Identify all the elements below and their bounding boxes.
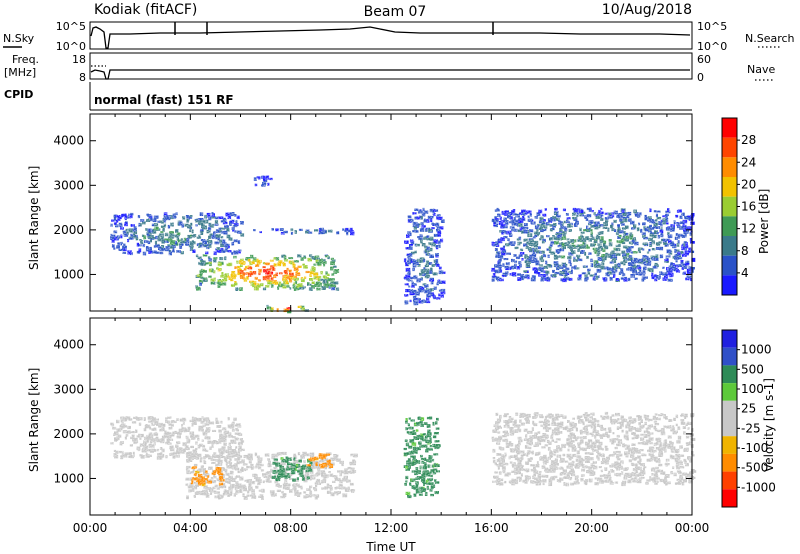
colorbar-segment	[722, 330, 737, 348]
velocity-cell	[691, 433, 694, 437]
power-panel: 1000 2000 3000 4000 Slant Range [km] 28 24 20…	[27, 113, 771, 314]
colorbar-segment	[722, 471, 737, 490]
nsearch-label: N.Search	[745, 32, 795, 45]
colorbar-tick-label: 100	[741, 382, 764, 396]
colorbar-tick-label: -1000	[741, 480, 776, 494]
freq-unit-label: [MHz]	[4, 66, 36, 79]
power-texture	[90, 114, 692, 311]
colorbar-segment	[722, 196, 737, 217]
colorbar-segment	[722, 489, 737, 507]
power-y-axis: 1000 2000 3000 4000	[53, 134, 692, 281]
velocity-ylabel: Slant Range [km]	[27, 368, 41, 472]
colorbar-tick-label: 20	[741, 177, 756, 191]
nsearch-tick-bottom: 10^0	[697, 40, 727, 53]
freq-label: Freq.	[12, 53, 39, 66]
colorbar-tick-label: 8	[741, 244, 749, 258]
colorbar-segment	[722, 453, 737, 472]
velocity-texture	[90, 318, 692, 515]
x-tick-label: 00:00	[73, 521, 108, 535]
nsky-tick-top: 10^5	[56, 20, 86, 33]
colorbar-segment	[722, 118, 737, 138]
cpid-panel: CPID normal (fast) 151 RF	[4, 82, 692, 111]
velocity-cell	[690, 469, 695, 472]
colorbar-frame	[721, 329, 738, 508]
power-cell	[691, 267, 695, 270]
colorbar-segment	[722, 365, 737, 384]
y-tick-label: 2000	[53, 223, 84, 237]
colorbar-segment	[722, 383, 737, 401]
power-x-ticks	[89, 114, 693, 311]
power-colorbar: 28 24 20 16 12 8 4	[721, 117, 756, 296]
x-tick-label: 00:00	[675, 521, 710, 535]
colorbar-tick-label: 28	[741, 133, 756, 147]
colorbar-tick-label: 4	[741, 266, 749, 280]
colorbar-segment	[722, 418, 737, 437]
x-tick-label: 16:00	[474, 521, 509, 535]
colorbar-segment	[722, 275, 737, 295]
velocity-x-axis: 00:00 04:00 08:00 12:00 16:00 20:00 00:00	[73, 318, 710, 535]
freq-trace	[90, 69, 690, 80]
nave-label: Nave	[747, 63, 775, 76]
colorbar-tick-label: -25	[741, 421, 761, 435]
colorbar-segment	[722, 436, 737, 454]
velocity-cell	[691, 454, 695, 457]
y-tick-label: 4000	[53, 134, 84, 148]
velocity-y-axis: 1000 2000 3000 4000	[53, 338, 692, 485]
colorbar-segment	[722, 157, 737, 177]
colorbar-tick-label: 12	[741, 222, 756, 236]
time-axis-label: Time UT	[365, 540, 416, 554]
colorbar-tick-label: 25	[741, 402, 756, 416]
x-tick-label: 08:00	[273, 521, 308, 535]
colorbar-tick-label: 500	[741, 362, 764, 376]
colorbar-tick-label: 16	[741, 200, 756, 214]
colorbar-segment	[722, 216, 737, 236]
velocity-colorbar: 1000 500 100 25 -25 -100 -500 -1000	[721, 329, 776, 508]
colorbar-tick-label: 1000	[741, 343, 772, 357]
cpid-label: CPID	[4, 88, 33, 101]
freq-tick-bottom: 8	[79, 71, 86, 84]
nave-tick-top: 60	[697, 53, 711, 66]
beam-title: Beam 07	[364, 4, 427, 20]
colorbar-tick-label: 24	[741, 155, 756, 169]
y-tick-label: 2000	[53, 427, 84, 441]
freq-panel: Freq. [MHz] 18 8 60 0 Nave	[4, 52, 775, 84]
y-tick-label: 3000	[53, 178, 84, 192]
power-cell	[691, 213, 695, 217]
y-tick-label: 3000	[53, 382, 84, 396]
y-tick-label: 1000	[53, 267, 84, 281]
y-tick-label: 1000	[53, 471, 84, 485]
power-colorbar-label: Power [dB]	[757, 189, 771, 254]
colorbar-segment	[722, 177, 737, 197]
x-tick-label: 04:00	[173, 521, 208, 535]
x-tick-label: 20:00	[574, 521, 609, 535]
nsky-trace	[90, 26, 691, 49]
nsky-tick-bottom: 10^0	[56, 40, 86, 53]
nsearch-tick-top: 10^5	[697, 20, 727, 33]
velocity-colorbar-label: Velocity [m s-1]	[762, 378, 776, 472]
cpid-mode-text: normal (fast) 151 RF	[94, 93, 234, 107]
colorbar-tick-label: -100	[741, 441, 768, 455]
colorbar-segment	[722, 255, 737, 276]
colorbar-segment	[722, 137, 737, 158]
nave-tick-bottom: 0	[697, 71, 704, 84]
nsky-label: N.Sky	[3, 32, 35, 45]
velocity-cell	[690, 437, 696, 441]
x-tick-label: 12:00	[374, 521, 409, 535]
nsky-panel: N.Sky 10^5 10^0 10^5 10^0 N.Search	[3, 20, 795, 53]
colorbar-segment	[722, 347, 737, 366]
velocity-cell	[691, 470, 694, 474]
colorbar-segment	[722, 236, 737, 256]
power-cell	[287, 310, 292, 314]
freq-tick-top: 18	[72, 53, 86, 66]
station-title: Kodiak (fitACF)	[94, 2, 197, 18]
power-cell	[691, 257, 696, 262]
y-tick-label: 4000	[53, 338, 84, 352]
colorbar-segment	[722, 400, 737, 419]
date-title: 10/Aug/2018	[602, 2, 692, 18]
power-ylabel: Slant Range [km]	[27, 166, 41, 270]
colorbar-tick-label: -500	[741, 461, 768, 475]
